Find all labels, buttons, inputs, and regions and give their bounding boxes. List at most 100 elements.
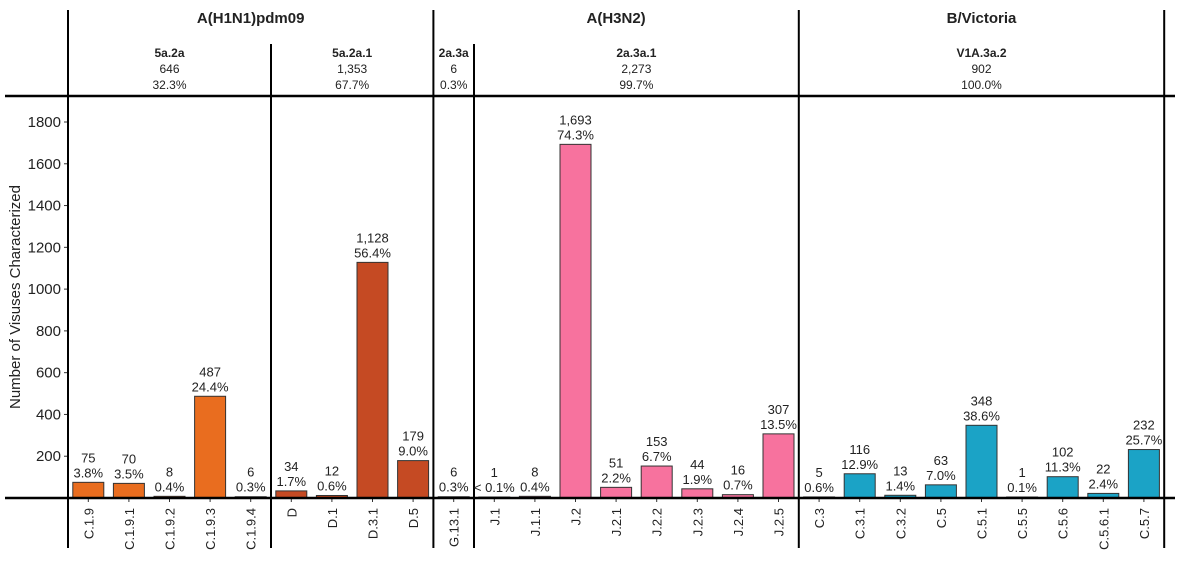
bar-percent-label: 74.3%: [557, 127, 594, 142]
subclade-count: 2,273: [621, 62, 651, 76]
bar-percent-label: 38.6%: [963, 408, 1000, 423]
x-tick-label: C.5: [934, 508, 949, 528]
subclade-name: 2a.3a.1: [616, 46, 656, 60]
x-tick-label: C.5.7: [1137, 508, 1152, 539]
bar-percent-label: 0.7%: [723, 478, 753, 493]
bar-C.5.7: [1127, 449, 1160, 499]
x-tick-label: J.1: [487, 508, 502, 525]
subclade-name: 5a.2a.1: [332, 46, 372, 60]
bar-value-label: 44: [690, 457, 704, 472]
bar-percent-label: 1.9%: [682, 472, 712, 487]
bar-value-label: 16: [731, 463, 745, 478]
bar-C.5.6: [1046, 476, 1079, 499]
bar-value-label: 6: [450, 465, 457, 480]
virus-group-title: A(H1N1)pdm09: [197, 10, 305, 27]
bar-value-label: 179: [402, 429, 424, 444]
bar-value-label: 487: [199, 364, 221, 379]
bar-C.1.9: [72, 481, 105, 499]
x-tick-label: C.3.2: [893, 508, 908, 539]
x-tick-label: J.2.2: [650, 508, 665, 536]
bar-value-label: 1: [1018, 465, 1025, 480]
y-tick-label: 800: [36, 323, 61, 340]
bar-value-label: 63: [934, 453, 948, 468]
bar-value-label: 6: [247, 465, 254, 480]
x-tick-label: D: [284, 508, 299, 517]
y-tick-label: 1800: [28, 114, 61, 131]
bar-percent-label: 3.8%: [73, 465, 103, 480]
subclade-name: V1A.3a.2: [956, 46, 1006, 60]
x-tick-label: J.2: [569, 508, 584, 525]
y-tick-label: 200: [36, 448, 61, 465]
bar-percent-label: 0.4%: [520, 479, 550, 494]
bar-percent-label: 3.5%: [114, 466, 144, 481]
bar-value-label: 153: [646, 434, 668, 449]
y-tick-label: 1200: [28, 239, 61, 256]
bar-C.1.9.3: [194, 395, 227, 499]
bar-C.3.1: [843, 473, 876, 499]
bar-J.2.3: [681, 488, 714, 499]
bar-percent-label: 0.6%: [317, 478, 347, 493]
bar-value-label: 22: [1096, 461, 1110, 476]
subclade-percent: 100.0%: [961, 78, 1002, 92]
bar-D.5: [397, 460, 430, 499]
bar-C.5.1: [965, 424, 998, 499]
bar-value-label: 1,693: [559, 112, 592, 127]
y-tick-label: 600: [36, 365, 61, 382]
bar-value-label: 12: [325, 463, 339, 478]
bar-value-label: 75: [81, 450, 95, 465]
x-tick-label: D.1: [325, 508, 340, 528]
bar-J.2.5: [762, 433, 795, 499]
bar-J.2.2: [640, 465, 673, 499]
subclade-count: 902: [971, 62, 991, 76]
bar-percent-label: 0.6%: [804, 480, 834, 495]
x-tick-label: C.1.9.4: [244, 508, 259, 550]
subclade-count: 646: [159, 62, 179, 76]
bar-value-label: 8: [531, 464, 538, 479]
bar-percent-label: 0.3%: [439, 480, 469, 495]
bar-percent-label: 2.2%: [601, 470, 631, 485]
bar-value-label: 51: [609, 455, 623, 470]
subclade-name: 5a.2a: [154, 46, 184, 60]
bar-percent-label: 12.9%: [841, 457, 878, 472]
bar-percent-label: 6.7%: [642, 449, 672, 464]
subclade-percent: 0.3%: [440, 78, 468, 92]
bar-percent-label: 13.5%: [760, 417, 797, 432]
x-tick-label: C.5.5: [1015, 508, 1030, 539]
subclade-percent: 32.3%: [152, 78, 186, 92]
bar-value-label: 8: [166, 464, 173, 479]
virus-group-title: A(H3N2): [587, 10, 646, 27]
bar-value-label: 348: [971, 393, 993, 408]
bar-value-label: 1,128: [356, 230, 389, 245]
virus-group-title: B/Victoria: [947, 10, 1017, 27]
x-tick-label: C.1.9: [81, 508, 96, 539]
subclade-name: 2a.3a: [439, 46, 469, 60]
x-tick-label: C.1.9.3: [203, 508, 218, 550]
x-tick-label: C.3: [812, 508, 827, 528]
bar-J.2.1: [600, 486, 633, 499]
subclade-count: 6: [450, 62, 457, 76]
bar-C.5: [924, 484, 957, 499]
bar-value-label: 13: [893, 463, 907, 478]
x-tick-label: C.5.6: [1056, 508, 1071, 539]
bar-J.2: [559, 143, 592, 499]
subclade-count: 1,353: [337, 62, 367, 76]
bar-percent-label: 56.4%: [354, 245, 391, 260]
y-tick-label: 400: [36, 406, 61, 423]
x-tick-label: D.5: [406, 508, 421, 528]
y-tick-label: 1400: [28, 198, 61, 215]
bar-percent-label: 25.7%: [1125, 433, 1162, 448]
bar-value-label: 1: [491, 465, 498, 480]
y-axis-label: Number of Visuses Characterized: [7, 185, 24, 409]
subclade-percent: 99.7%: [619, 78, 653, 92]
x-tick-label: C.1.9.2: [163, 508, 178, 550]
bar-value-label: 232: [1133, 418, 1155, 433]
bar-percent-label: 1.4%: [885, 478, 915, 493]
x-tick-label: J.1.1: [528, 508, 543, 536]
x-tick-label: G.13.1: [447, 508, 462, 547]
x-tick-label: D.3.1: [366, 508, 381, 539]
bar-percent-label: 0.3%: [236, 480, 266, 495]
x-tick-label: C.1.9.1: [122, 508, 137, 550]
bar-percent-label: 24.4%: [192, 379, 229, 394]
x-tick-label: J.2.1: [609, 508, 624, 536]
